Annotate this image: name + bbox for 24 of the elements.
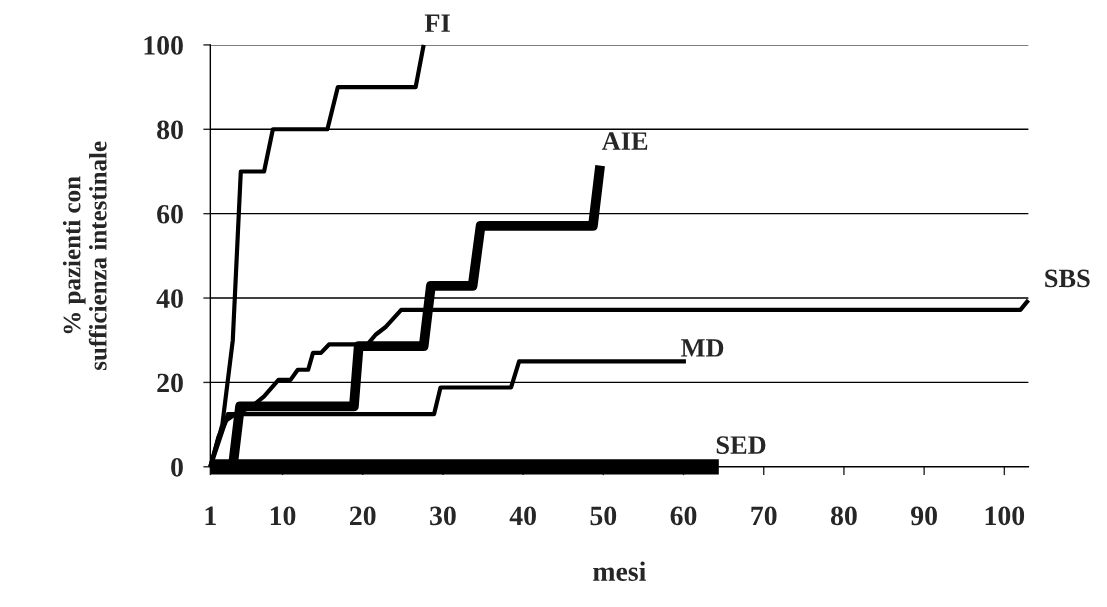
x-axis-title: mesi [593, 561, 646, 581]
series-label: MD [681, 339, 724, 357]
y-tick-label: 100 [144, 36, 183, 55]
x-tick-label: 60 [670, 506, 697, 526]
y-tick-label: 80 [157, 120, 183, 140]
series-label: SED [716, 436, 766, 454]
series-label: FI [424, 14, 450, 32]
y-tick-label: 0 [171, 457, 183, 477]
x-tick-label: 30 [430, 506, 456, 526]
x-tick-label: 70 [751, 506, 777, 526]
x-tick-label: 1 [205, 506, 216, 525]
x-tick-label: 50 [590, 506, 617, 526]
y-tick-label: 20 [157, 373, 183, 393]
series-label: AIE [601, 132, 648, 150]
x-tick-label: 100 [985, 506, 1025, 526]
x-tick-label: 90 [911, 506, 937, 526]
series-label: SBS [1045, 269, 1090, 288]
x-tick-label: 40 [509, 506, 536, 526]
y-tick-label: 40 [156, 289, 183, 308]
x-tick-label: 10 [270, 506, 296, 526]
x-tick-label: 80 [830, 506, 857, 526]
y-axis-title: % pazienti con sufficienza intestinale [62, 141, 107, 371]
x-tick-label: 20 [349, 506, 376, 526]
y-tick-label: 60 [157, 204, 183, 224]
